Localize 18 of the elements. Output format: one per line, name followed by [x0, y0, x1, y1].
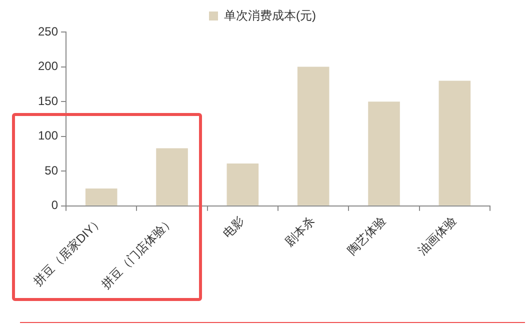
- bar: [297, 66, 330, 206]
- x-tick-label: 油画体验: [415, 214, 460, 258]
- y-tick-label: 0: [51, 198, 58, 212]
- y-tick-label: 100: [38, 128, 58, 143]
- bar: [156, 148, 188, 206]
- x-tick-label: 陶艺体验: [344, 214, 388, 258]
- y-tick-label: 50: [44, 163, 58, 178]
- x-tick-label: 拼豆（门店体验）: [98, 214, 176, 292]
- bar: [438, 80, 471, 206]
- bar: [226, 163, 259, 206]
- legend-label: 单次消费成本(元): [224, 8, 316, 22]
- bar: [368, 102, 400, 206]
- y-tick-label: 200: [38, 59, 58, 74]
- bar: [85, 188, 118, 206]
- y-tick-label: 250: [38, 24, 58, 38]
- x-tick-label: 剧本杀: [282, 214, 318, 249]
- x-tick-label: 电影: [220, 214, 248, 240]
- y-tick-label: 150: [38, 94, 58, 108]
